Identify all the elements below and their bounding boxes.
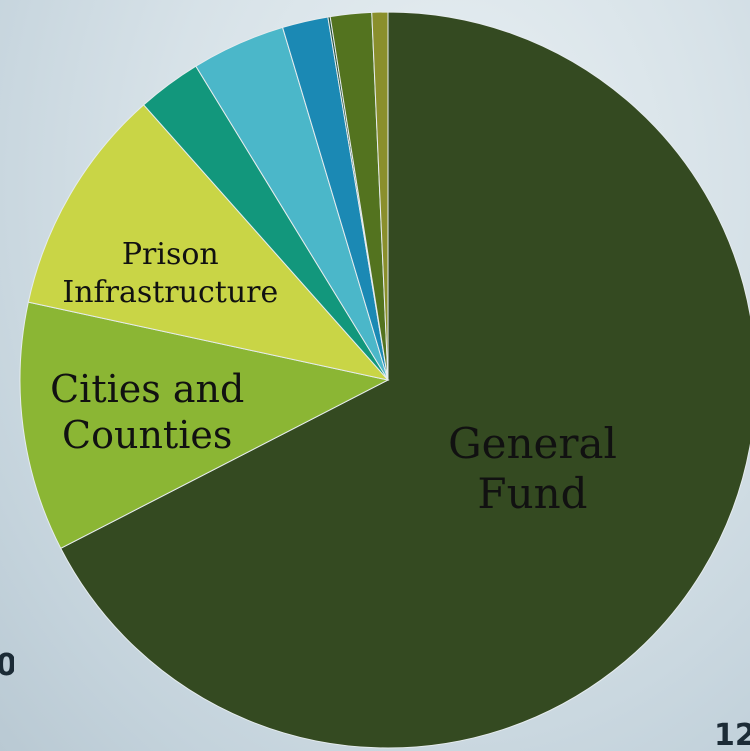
pie-label-prison-infrastructure: Prison Infrastructure — [62, 237, 278, 310]
pie-slice-cities-and-counties — [19, 301, 390, 550]
background-text-left: 0 — [0, 648, 14, 683]
pie-slice-unlabeled-8 — [371, 11, 389, 381]
pie-labels: General Fund Cities and Counties Prison Infra… — [50, 237, 617, 518]
background-text-right: 12 — [714, 718, 750, 751]
pie-slice-prison-infrastructure — [27, 104, 390, 381]
pie-slice-general-fund — [60, 11, 750, 749]
pie-slices — [19, 11, 750, 749]
pie-label-general-fund: General Fund — [448, 419, 617, 518]
pie-label-cities-and-counties: Cities and Counties — [50, 367, 244, 457]
